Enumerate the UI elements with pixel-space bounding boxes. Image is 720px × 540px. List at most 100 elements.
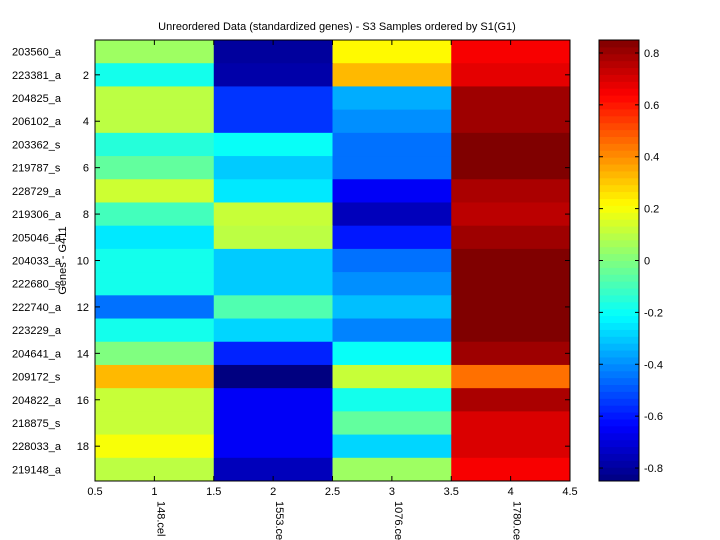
colorbar-segment	[599, 212, 639, 220]
colorbar-segment	[599, 315, 639, 324]
heatmap-cell	[213, 63, 333, 87]
x-tick-label: 4.5	[562, 486, 577, 498]
heatmap-cell	[451, 457, 571, 482]
colorbar-segment	[599, 184, 639, 193]
sample-labels: 148.cel 1553.cel 1076.cel 1780.cel	[154, 501, 522, 540]
heatmap-cell	[451, 202, 571, 227]
heatmap-cell	[332, 156, 452, 180]
heatmap-cell	[213, 86, 333, 111]
heatmap-cell	[213, 132, 333, 157]
heatmap-cell	[332, 248, 452, 273]
heatmap-cell	[213, 202, 333, 227]
y-axis-label: Genes - G411	[57, 226, 69, 294]
colorbar-tick-label: 0.2	[644, 204, 659, 216]
heatmap-cell	[213, 156, 333, 180]
colorbar-segment	[599, 391, 639, 399]
heatmap-cell	[213, 457, 333, 482]
colorbar-segment	[599, 239, 639, 248]
heatmap-cell	[332, 225, 452, 250]
heatmap-cell	[213, 248, 333, 273]
colorbar-segment	[599, 191, 639, 199]
heatmap-cell	[213, 272, 333, 296]
heatmap-cell	[213, 179, 333, 203]
colorbar-segment	[599, 377, 639, 386]
heatmap-cell	[95, 132, 215, 157]
sample-label: 1076.cel	[392, 501, 404, 540]
gene-label: 228729_a	[12, 186, 62, 198]
heatmap-cell	[332, 40, 452, 64]
heatmap-cell	[332, 457, 452, 482]
heatmap-cell	[332, 202, 452, 227]
heatmap-cell	[213, 364, 333, 389]
colorbar-segment	[599, 40, 639, 48]
x-tick-label: 2.5	[325, 486, 340, 498]
y-tick-label: 2	[83, 70, 89, 82]
colorbar-segment	[599, 81, 639, 89]
x-tick-label: 4	[508, 486, 514, 498]
y-tick-label: 12	[77, 302, 89, 314]
colorbar-segment	[599, 363, 639, 372]
heatmap-cell	[451, 434, 571, 459]
heatmap-cell	[95, 388, 215, 412]
colorbar-segment	[599, 74, 639, 82]
colorbar-tick-label: 0.4	[644, 152, 659, 164]
heatmap-cell	[332, 109, 452, 134]
colorbar-segment	[599, 453, 639, 461]
heatmap-cell	[451, 86, 571, 111]
colorbar-segment	[599, 122, 639, 131]
colorbar-segment	[599, 370, 639, 379]
heatmap-cell	[451, 132, 571, 157]
colorbar-tick-label: 0	[644, 256, 650, 268]
colorbar-segment	[599, 102, 639, 110]
colorbar-segment	[599, 446, 639, 454]
heatmap-cell	[95, 341, 215, 366]
heatmap-cell	[451, 295, 571, 320]
heatmap-cell	[95, 318, 215, 343]
y-tick-label: 10	[77, 256, 89, 268]
x-tick-label: 0.5	[87, 486, 102, 498]
gene-label: 209172_s	[12, 372, 61, 384]
colorbar-segment	[599, 129, 639, 137]
heatmap-cell	[95, 457, 215, 482]
gene-label: 204822_a	[12, 395, 62, 407]
heatmap-cell	[451, 388, 571, 412]
gene-label: 206102_a	[12, 116, 62, 128]
heatmap-cell	[95, 272, 215, 296]
heatmap-cell	[213, 295, 333, 320]
colorbar-segment	[599, 46, 639, 55]
heatmap-cell	[332, 388, 452, 412]
y-tick-label: 8	[83, 209, 89, 221]
y-tick-label: 4	[83, 116, 89, 128]
x-tick-label: 1	[151, 486, 157, 498]
colorbar-segment	[599, 432, 639, 441]
heatmap-cell	[95, 364, 215, 389]
heatmap-cell	[332, 341, 452, 366]
colorbar-segment	[599, 157, 639, 165]
heatmap-cell	[332, 63, 452, 87]
heatmap-cell	[451, 411, 571, 436]
heatmap-cell	[213, 40, 333, 64]
colorbar: -0.8 -0.6 -0.4 -0.2 0 0.2 0.4 0.6 0.8	[598, 39, 663, 482]
sample-label: 148.cel	[154, 501, 166, 536]
heatmap-cell	[332, 295, 452, 320]
colorbar-segment	[599, 170, 639, 179]
colorbar-segment	[599, 308, 639, 317]
heatmap-cell	[332, 179, 452, 203]
heatmap-cell	[95, 225, 215, 250]
heatmap-cell	[451, 109, 571, 134]
heatmap-cell	[451, 156, 571, 180]
colorbar-segment	[599, 143, 639, 151]
x-tick-label: 3.5	[444, 486, 459, 498]
heatmap-cell	[451, 364, 571, 389]
colorbar-tick-label: 0.8	[644, 48, 659, 60]
gene-label: 203362_s	[12, 139, 61, 151]
gene-label: 219306_a	[12, 209, 62, 221]
heatmap-cell	[451, 40, 571, 64]
gene-label: 203560_a	[12, 47, 62, 59]
chart-title: Unreordered Data (standardized genes) - …	[158, 21, 516, 33]
heatmap-cell	[213, 388, 333, 412]
colorbar-segment	[599, 205, 639, 213]
heatmap-cell	[332, 272, 452, 296]
colorbar-segment	[599, 260, 639, 268]
gene-label: 228033_a	[12, 441, 62, 453]
